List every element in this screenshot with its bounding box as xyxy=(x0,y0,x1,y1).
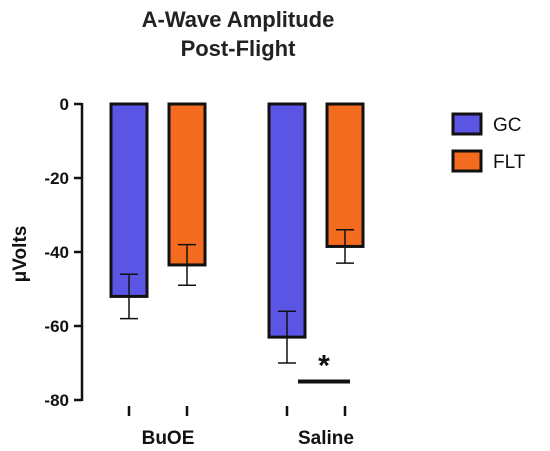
x-category-label-saline: Saline xyxy=(298,428,354,449)
bar-gc-buoe xyxy=(109,102,149,298)
y-tick-label: 0 xyxy=(60,95,69,114)
bar-flt-saline xyxy=(325,102,365,248)
legend-swatch-gc xyxy=(451,112,483,136)
y-tick-label: -40 xyxy=(44,243,69,262)
legend: GC FLT xyxy=(451,112,526,173)
chart-title-line-2: Post-Flight xyxy=(181,36,297,61)
y-tick-label: -80 xyxy=(44,391,69,410)
legend-swatch-flt xyxy=(451,149,483,173)
bar-flt-buoe xyxy=(167,102,207,267)
significance-star: * xyxy=(318,350,330,383)
legend-label-flt: FLT xyxy=(493,152,526,173)
x-category-label-buoe: BuOE xyxy=(142,428,195,449)
y-tick-label: -20 xyxy=(44,169,69,188)
plot-area: 0 -20 -40 -60 -80 BuOE Saline * xyxy=(44,95,365,449)
legend-label-gc: GC xyxy=(493,115,522,136)
bar-gc-saline xyxy=(267,102,307,339)
y-tick-label: -60 xyxy=(44,317,69,336)
y-axis-label: μVolts xyxy=(10,226,31,283)
chart-title-line-1: A-Wave Amplitude xyxy=(142,7,335,32)
